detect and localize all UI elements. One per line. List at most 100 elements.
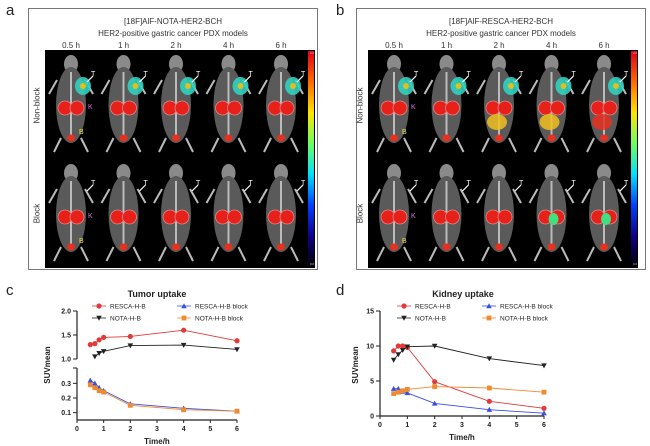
- series-nota-h-b-block: [391, 384, 547, 396]
- data-point: [400, 388, 406, 394]
- data-point: [96, 303, 102, 309]
- data-point: [391, 391, 397, 396]
- timepoint-label: 2 h: [493, 41, 505, 50]
- x-tick-label: 2: [128, 426, 132, 433]
- pet-mouse-image: T: [528, 55, 577, 153]
- data-point: [486, 385, 492, 391]
- chart-title: Tumor uptake: [128, 289, 187, 299]
- data-point: [391, 348, 397, 354]
- x-tick-label: 3: [155, 426, 159, 433]
- tumor-label: T: [414, 180, 419, 187]
- panel-letter-d: d: [336, 282, 345, 299]
- data-point: [180, 342, 187, 348]
- panel-letter-a: a: [6, 2, 15, 19]
- legend-item: NOTA-H-B: [92, 316, 141, 323]
- series-nota-h-b: [390, 343, 547, 369]
- data-point: [541, 389, 547, 395]
- model-subtitle: HER2-positive gastric cancer PDX models: [98, 29, 248, 38]
- tumor-label: T: [249, 180, 254, 187]
- series-line: [90, 384, 238, 412]
- legend-item: NOTA-H-B: [397, 316, 446, 323]
- data-point: [486, 406, 493, 412]
- x-tick-label: 6: [542, 422, 546, 429]
- y-axis-label: SUVmean: [351, 346, 360, 383]
- pet-mouse-image: T: [258, 164, 306, 262]
- tumor-label: T: [196, 71, 201, 78]
- data-point: [127, 343, 134, 349]
- pet-mouse-image: T: [581, 164, 629, 262]
- data-point: [96, 337, 102, 343]
- series-line: [393, 345, 545, 409]
- x-tick-label: 2: [433, 422, 437, 429]
- series-nota-h-b-block: [87, 382, 240, 414]
- data-point: [431, 400, 438, 406]
- tumor-label: T: [414, 71, 419, 78]
- x-tick-label: 1: [405, 422, 409, 429]
- data-point: [87, 377, 94, 383]
- kidney-label: K: [411, 104, 416, 111]
- data-point: [127, 402, 133, 408]
- y-tick-label: 0.2: [61, 396, 71, 403]
- data-point: [486, 315, 492, 321]
- data-point: [404, 387, 410, 392]
- legend-label: RESCA-H-B block: [500, 304, 553, 311]
- legend-label: NOTA-H-B block: [195, 316, 244, 323]
- legend-label: NOTA-H-B: [110, 316, 141, 323]
- y-tick-label: 0.3: [61, 381, 71, 388]
- data-point: [486, 398, 492, 404]
- legend-label: NOTA-H-B block: [500, 316, 549, 323]
- data-point: [181, 407, 187, 413]
- bladder-label: B: [79, 238, 84, 245]
- y-tick-label: 10: [366, 344, 374, 351]
- timepoint-label: 0.5 h: [385, 41, 403, 50]
- x-tick-label: 5: [515, 422, 519, 429]
- pet-mouse-image: T K B: [371, 55, 419, 153]
- tracer-title: [18F]AlF-NOTA-HER2-BCH: [123, 17, 223, 26]
- pet-mouse-image: T: [205, 55, 254, 153]
- x-axis-label: Time/h: [449, 433, 475, 442]
- kidney-label: K: [88, 213, 93, 220]
- colorbar-max: 2.0: [633, 51, 638, 55]
- data-point: [541, 405, 547, 411]
- pet-image-grid: T K B T T T T T K B T T T T: [368, 50, 638, 268]
- pet-mouse-image: T: [423, 55, 472, 153]
- data-point: [87, 342, 93, 348]
- panel-letter-b: b: [336, 2, 345, 19]
- timepoint-label: 6 h: [275, 41, 287, 50]
- timepoint-label: 4 h: [545, 41, 558, 50]
- x-tick-label: 0: [378, 422, 382, 429]
- legend-label: NOTA-H-B: [415, 316, 446, 323]
- bladder-label: B: [402, 238, 407, 245]
- tumor-label: T: [467, 180, 472, 187]
- y-tick-label: 2.0: [61, 309, 71, 316]
- model-subtitle: HER2-positive gastric cancer PDX models: [426, 29, 576, 38]
- timepoint-label: 2 h: [170, 41, 182, 50]
- tumor-label: T: [519, 71, 524, 78]
- pet-mouse-image: T: [476, 55, 524, 153]
- data-point: [401, 315, 407, 321]
- y-tick-label: 0: [370, 414, 374, 421]
- legend-item: NOTA-H-B block: [177, 316, 244, 323]
- data-point: [234, 338, 240, 344]
- x-tick-label: 0: [75, 426, 79, 433]
- x-tick-label: 1: [102, 426, 106, 433]
- data-point: [181, 327, 187, 333]
- tumor-label: T: [249, 71, 254, 78]
- tumor-label: T: [144, 180, 149, 187]
- data-point: [96, 351, 102, 357]
- tumor-label: T: [519, 180, 524, 187]
- pet-panel-nota: [18F]AlF-NOTA-HER2-BCH HER2-positive gast…: [28, 8, 318, 270]
- data-point: [541, 363, 547, 369]
- data-point: [390, 357, 397, 363]
- tumor-label: T: [572, 71, 577, 78]
- data-point: [432, 379, 438, 385]
- colorbar-min: 0.0: [310, 262, 315, 266]
- pet-image-grid: T K B T T T T T K B T T T T: [45, 50, 315, 268]
- data-point: [395, 352, 402, 358]
- chart-title: Kidney uptake: [432, 289, 494, 299]
- data-point: [100, 349, 107, 355]
- data-point: [395, 343, 401, 349]
- pet-mouse-image: T: [153, 164, 201, 262]
- data-point: [390, 385, 397, 391]
- data-point: [404, 390, 411, 396]
